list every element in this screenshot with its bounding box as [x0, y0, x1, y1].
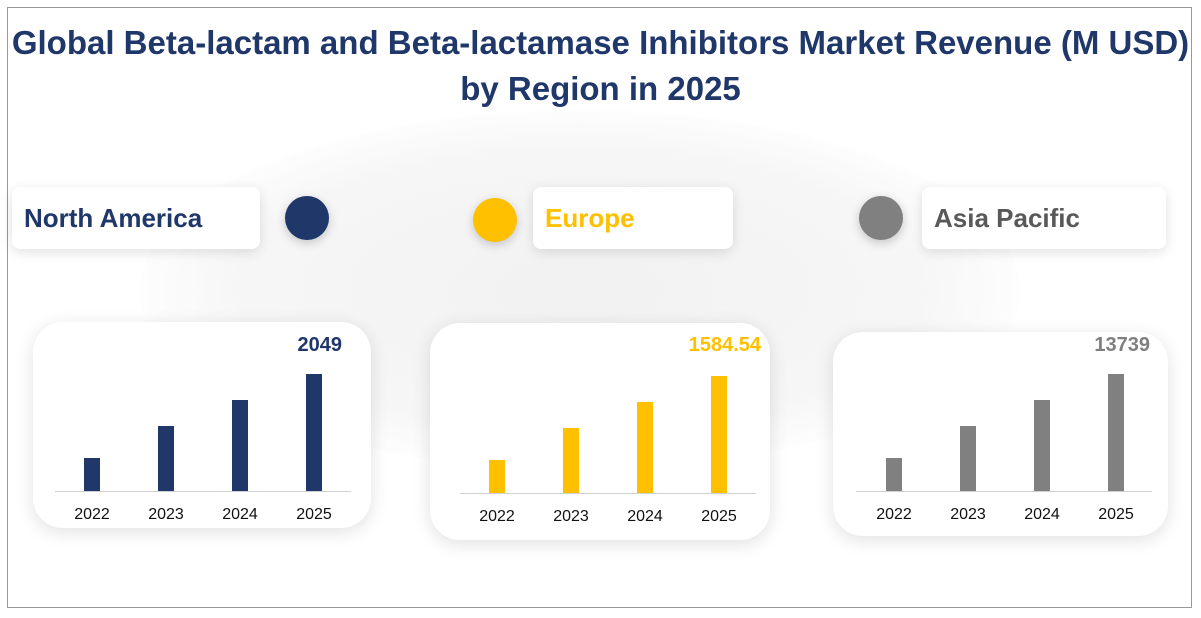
north-america-tick-2022: 2022	[74, 506, 110, 523]
north-america-tick-2023: 2023	[148, 506, 184, 523]
europe-bar-2025	[711, 376, 727, 493]
asia-pacific-tick-2025: 2025	[1098, 506, 1134, 523]
asia-pacific-bar-2024	[1034, 399, 1050, 491]
north-america-bar-2023	[158, 426, 174, 491]
europe-value-label: 1584.54	[688, 334, 761, 356]
europe-tick-2024: 2024	[627, 508, 663, 525]
asia-pacific-tick-2024: 2024	[1024, 506, 1060, 523]
north-america-bar-2024	[232, 399, 248, 491]
north-america-marker-dot	[285, 196, 329, 240]
europe-tick-2025: 2025	[701, 508, 737, 525]
frame	[7, 7, 1192, 608]
europe-label: Europe	[533, 187, 733, 249]
asia-pacific-x-axis	[856, 491, 1152, 492]
asia-pacific-marker-dot	[859, 196, 903, 240]
europe-tick-2022: 2022	[479, 508, 515, 525]
north-america-x-axis	[55, 491, 351, 492]
asia-pacific-bar-2025	[1108, 374, 1124, 491]
north-america-bar-2022	[84, 457, 100, 491]
north-america-tick-2025: 2025	[296, 506, 332, 523]
asia-pacific-bar-2022	[886, 457, 902, 491]
north-america-value-label: 2049	[297, 334, 343, 356]
asia-pacific-tick-2023: 2023	[950, 506, 986, 523]
europe-bar-2022	[489, 459, 505, 493]
europe-bar-2024	[637, 402, 653, 493]
north-america-bar-2025	[306, 374, 322, 491]
north-america-label: North America	[12, 187, 260, 249]
europe-tick-2023: 2023	[553, 508, 589, 525]
europe-bar-2023	[563, 428, 579, 493]
chart-title: Global Beta-lactam and Beta-lactamase In…	[11, 24, 1190, 107]
europe-x-axis	[460, 493, 756, 494]
asia-pacific-tick-2022: 2022	[876, 506, 912, 523]
north-america-tick-2024: 2024	[222, 506, 258, 523]
asia-pacific-bar-2023	[960, 425, 976, 491]
europe-marker-dot	[473, 198, 517, 242]
asia-pacific-label: Asia Pacific	[922, 187, 1166, 249]
asia-pacific-value-label: 13739	[1094, 334, 1150, 356]
